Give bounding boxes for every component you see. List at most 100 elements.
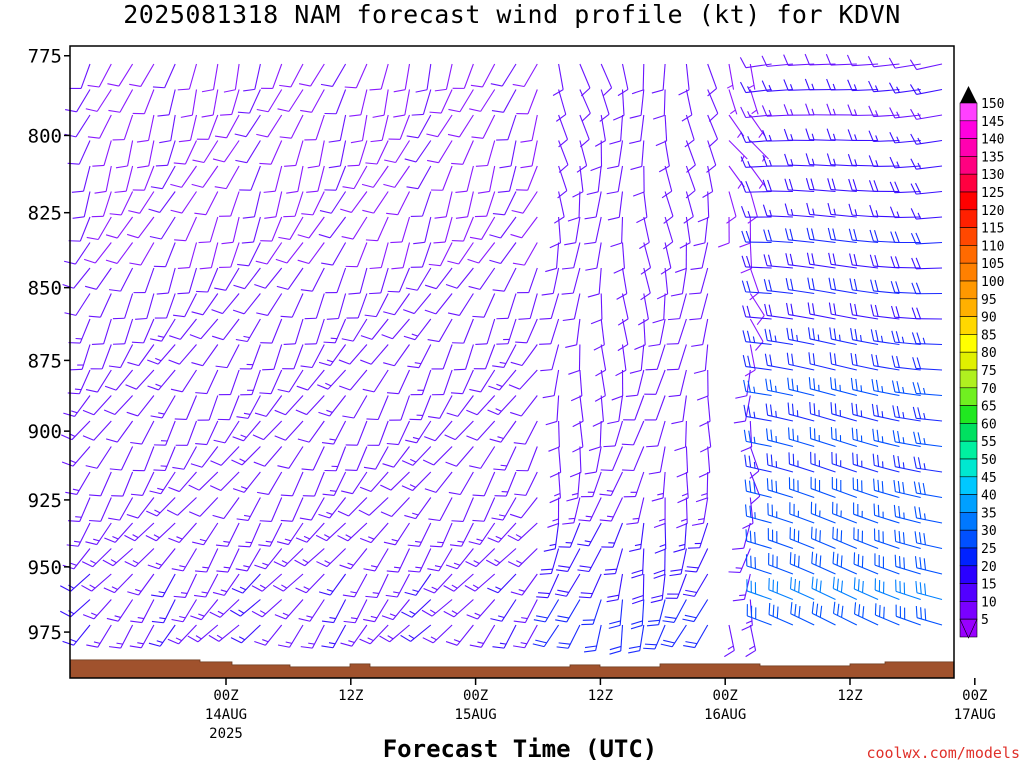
wind-barb <box>274 599 304 620</box>
wind-barb <box>149 216 176 240</box>
wind-barb <box>629 522 645 552</box>
x-tick-year: 2025 <box>209 726 243 742</box>
wind-barb <box>125 369 155 390</box>
wind-barb <box>255 242 283 265</box>
wind-barb <box>569 446 582 478</box>
wind-barb <box>403 293 432 315</box>
credit-link[interactable]: coolwx.com/models <box>866 744 1020 762</box>
wind-barb <box>630 599 645 630</box>
wind-barb <box>277 89 304 112</box>
wind-barb <box>893 455 921 473</box>
wind-barb <box>895 579 921 601</box>
wind-barb <box>894 554 921 575</box>
wind-barb <box>594 114 606 147</box>
wind-barb <box>600 63 613 97</box>
wind-barb <box>475 318 496 345</box>
wind-barb <box>133 267 155 294</box>
wind-barb <box>259 369 283 395</box>
wind-barb <box>262 344 283 371</box>
wind-barb <box>389 395 411 421</box>
wind-barb <box>566 471 581 502</box>
wind-barb <box>423 573 453 594</box>
wind-barb <box>651 471 666 502</box>
wind-barb <box>914 506 943 524</box>
wind-barb <box>295 395 325 416</box>
wind-barb <box>512 242 538 266</box>
wind-barb <box>652 293 666 324</box>
wind-barb <box>764 328 793 346</box>
wind-barb <box>82 420 112 441</box>
wind-barb <box>127 344 155 367</box>
colorbar-label: 120 <box>981 204 1004 219</box>
wind-barb <box>726 63 735 90</box>
colorbar-label: 150 <box>981 97 1004 112</box>
wind-barb <box>282 344 304 370</box>
wind-barb <box>383 522 410 546</box>
wind-barb <box>915 581 943 601</box>
wind-barb <box>279 114 304 139</box>
wind-barb <box>890 231 921 244</box>
wind-barb <box>601 522 624 548</box>
wind-barb <box>728 165 745 189</box>
wind-barb <box>748 63 756 90</box>
wind-barb <box>806 252 836 269</box>
wind-barb <box>349 89 368 117</box>
wind-barb <box>60 599 91 618</box>
wind-barb <box>806 227 836 244</box>
wind-barb <box>84 267 112 290</box>
wind-barb <box>85 89 112 112</box>
wind-barb <box>195 369 219 395</box>
wind-barb <box>811 551 836 575</box>
wind-barb <box>62 624 91 646</box>
wind-barb <box>365 140 389 165</box>
wind-barb <box>577 548 602 573</box>
wind-barb <box>658 140 670 173</box>
wind-barb <box>788 452 815 473</box>
y-tick-label: 925 <box>28 490 62 512</box>
x-tick-label: 00Z <box>463 688 488 704</box>
wind-barb <box>208 624 240 642</box>
wind-barb <box>562 293 581 322</box>
wind-barb <box>299 497 325 521</box>
wind-barb <box>427 548 453 572</box>
wind-barb <box>304 114 325 141</box>
wind-barb <box>363 599 389 623</box>
wind-barb <box>427 318 453 343</box>
wind-barb <box>607 191 624 221</box>
wind-barb <box>451 216 474 242</box>
wind-barb <box>873 478 900 499</box>
wind-barb <box>209 599 240 618</box>
wind-barb <box>485 548 517 567</box>
wind-barb <box>810 526 836 550</box>
y-tick-label: 800 <box>28 125 62 147</box>
plot-frame <box>69 45 955 679</box>
wind-barb <box>147 369 176 391</box>
y-tick-label: 775 <box>28 46 62 68</box>
wind-barb <box>554 573 581 597</box>
wind-barb <box>256 114 283 138</box>
wind-barb <box>532 624 560 648</box>
wind-barb <box>545 395 560 426</box>
wind-barb <box>910 182 943 195</box>
wind-barb <box>869 204 900 218</box>
wind-barb <box>868 80 900 93</box>
wind-barb <box>851 402 879 422</box>
wind-barb <box>623 471 645 498</box>
wind-barb <box>810 476 836 499</box>
wind-barb <box>557 165 568 199</box>
wind-barb <box>452 63 474 89</box>
wind-barb <box>283 318 304 345</box>
wind-barb <box>391 242 411 270</box>
wind-barb <box>273 548 304 568</box>
wind-barb <box>321 242 347 266</box>
wind-barb <box>872 428 900 448</box>
wind-barb <box>279 63 304 88</box>
wind-barb <box>653 548 666 579</box>
wind-barb <box>848 228 879 244</box>
wind-barb <box>741 280 772 295</box>
wind-barb <box>741 205 772 218</box>
wind-barb <box>274 420 304 441</box>
x-tick-label: 00Z <box>962 688 987 704</box>
wind-barb <box>411 89 432 116</box>
wind-barb <box>381 599 410 621</box>
